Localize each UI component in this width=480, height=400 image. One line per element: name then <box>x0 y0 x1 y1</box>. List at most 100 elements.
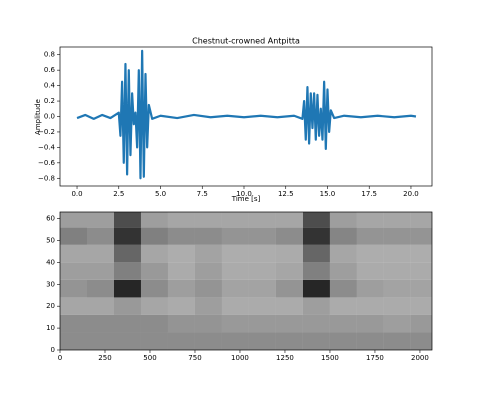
spectrogram-cell <box>275 212 303 228</box>
spectrogram-cell <box>248 279 276 298</box>
spectrogram-cell <box>60 212 87 228</box>
spectrogram-cell <box>356 332 384 350</box>
spectrogram-cell <box>383 227 411 245</box>
spectrogram-cell <box>194 297 222 315</box>
spectrogram-cell <box>302 314 330 333</box>
x-tick-label: 1000 <box>231 354 249 362</box>
spectrogram-cell <box>194 332 222 350</box>
spectrogram-cell <box>356 297 384 315</box>
spectrogram-cell <box>356 244 384 263</box>
spectrogram-cell <box>221 227 249 245</box>
spectrogram-cell <box>221 262 249 280</box>
spectrogram-cell <box>275 227 303 245</box>
spectrogram-cell <box>167 332 195 350</box>
spectrogram-cell <box>302 227 330 245</box>
spectrogram-cell <box>410 279 432 298</box>
y-tick-label: −0.8 <box>38 174 55 182</box>
spectrogram-cell <box>140 227 168 245</box>
spectrogram-cell <box>60 314 87 333</box>
x-tick-label: 12.5 <box>278 190 294 198</box>
spectrogram-cell <box>60 279 87 298</box>
spectrogram-cell <box>194 262 222 280</box>
y-tick-label: −0.4 <box>38 143 56 151</box>
spectrogram-cell <box>60 227 87 245</box>
y-tick-label: −0.2 <box>38 128 55 136</box>
spectrogram-cell <box>86 244 114 263</box>
spectrogram-cell <box>248 297 276 315</box>
x-tick-label: 500 <box>143 354 156 362</box>
spectrogram-cell <box>302 297 330 315</box>
spectrogram-cell <box>140 297 168 315</box>
spectrogram-cell <box>329 314 357 333</box>
spectrogram-cell <box>329 279 357 298</box>
x-tick-label: 750 <box>188 354 201 362</box>
spectrogram-cell <box>86 279 114 298</box>
y-tick-label: 0 <box>51 346 55 354</box>
spectrogram-cell <box>302 332 330 350</box>
spectrogram-cell <box>60 297 87 315</box>
spectrogram-cell <box>60 244 87 263</box>
spectrogram-cell <box>113 297 141 315</box>
spectrogram-cell <box>248 244 276 263</box>
spectrogram-cell <box>329 227 357 245</box>
spectrogram-cell <box>329 212 357 228</box>
spectrogram-cell <box>383 279 411 298</box>
spectrogram-cell <box>410 244 432 263</box>
spectrogram-cell <box>329 244 357 263</box>
spectrogram-cell <box>167 279 195 298</box>
spectrogram-cell <box>410 262 432 280</box>
y-tick-label: 20 <box>46 302 55 310</box>
spectrogram-cell <box>86 297 114 315</box>
spectrogram-cell <box>383 314 411 333</box>
spectrogram-cell <box>410 332 432 350</box>
spectrogram-cell <box>221 297 249 315</box>
spectrogram-cell <box>248 262 276 280</box>
spectrogram-cell <box>167 297 195 315</box>
spectrogram-cell <box>410 297 432 315</box>
spectrogram-cell <box>167 212 195 228</box>
spectrogram-cell <box>167 227 195 245</box>
spectrogram-cell <box>302 212 330 228</box>
x-tick-label: 2.5 <box>113 190 124 198</box>
y-tick-label: 10 <box>46 324 55 332</box>
spectrogram-cell <box>86 227 114 245</box>
spectrogram-cell <box>410 227 432 245</box>
waveform <box>76 49 417 180</box>
spectrogram-cell <box>275 279 303 298</box>
spectrogram-cell <box>248 227 276 245</box>
y-tick-label: 0.8 <box>44 51 55 59</box>
spectrogram-cell <box>140 244 168 263</box>
spectrogram-cell <box>356 227 384 245</box>
spectrogram-cell <box>329 262 357 280</box>
spectrogram-cell <box>275 262 303 280</box>
spectrogram-cell <box>140 212 168 228</box>
spectrogram-cell <box>383 212 411 228</box>
x-tick-label: 1500 <box>321 354 339 362</box>
x-tick-label: 0 <box>58 354 62 362</box>
axes-frame <box>59 211 433 351</box>
spectrogram-cell <box>167 314 195 333</box>
spectrogram-cell <box>194 314 222 333</box>
x-tick-label: 17.5 <box>361 190 377 198</box>
spectrogram-cell <box>86 332 114 350</box>
chart-title: Chestnut-crowned Antpitta <box>192 37 300 46</box>
spectrogram-cell <box>113 262 141 280</box>
spectrogram-cell <box>86 314 114 333</box>
spectrogram-cell <box>275 297 303 315</box>
spectrogram-cell <box>356 262 384 280</box>
spectrogram-cell <box>329 297 357 315</box>
y-tick-label: 50 <box>46 236 55 244</box>
spectrogram-cell <box>113 279 141 298</box>
spectrogram-cell <box>275 314 303 333</box>
spectrogram-cell <box>194 279 222 298</box>
spectrogram-cell <box>302 279 330 298</box>
y-tick-label: 40 <box>46 258 55 266</box>
spectrogram-cell <box>302 262 330 280</box>
y-tick-label: 30 <box>46 280 55 288</box>
spectrogram-cell <box>383 297 411 315</box>
spectrogram-cell <box>356 212 384 228</box>
spectrogram-cell <box>113 332 141 350</box>
x-tick-label: 15.0 <box>320 190 336 198</box>
x-axis-label: Time [s] <box>231 195 261 203</box>
